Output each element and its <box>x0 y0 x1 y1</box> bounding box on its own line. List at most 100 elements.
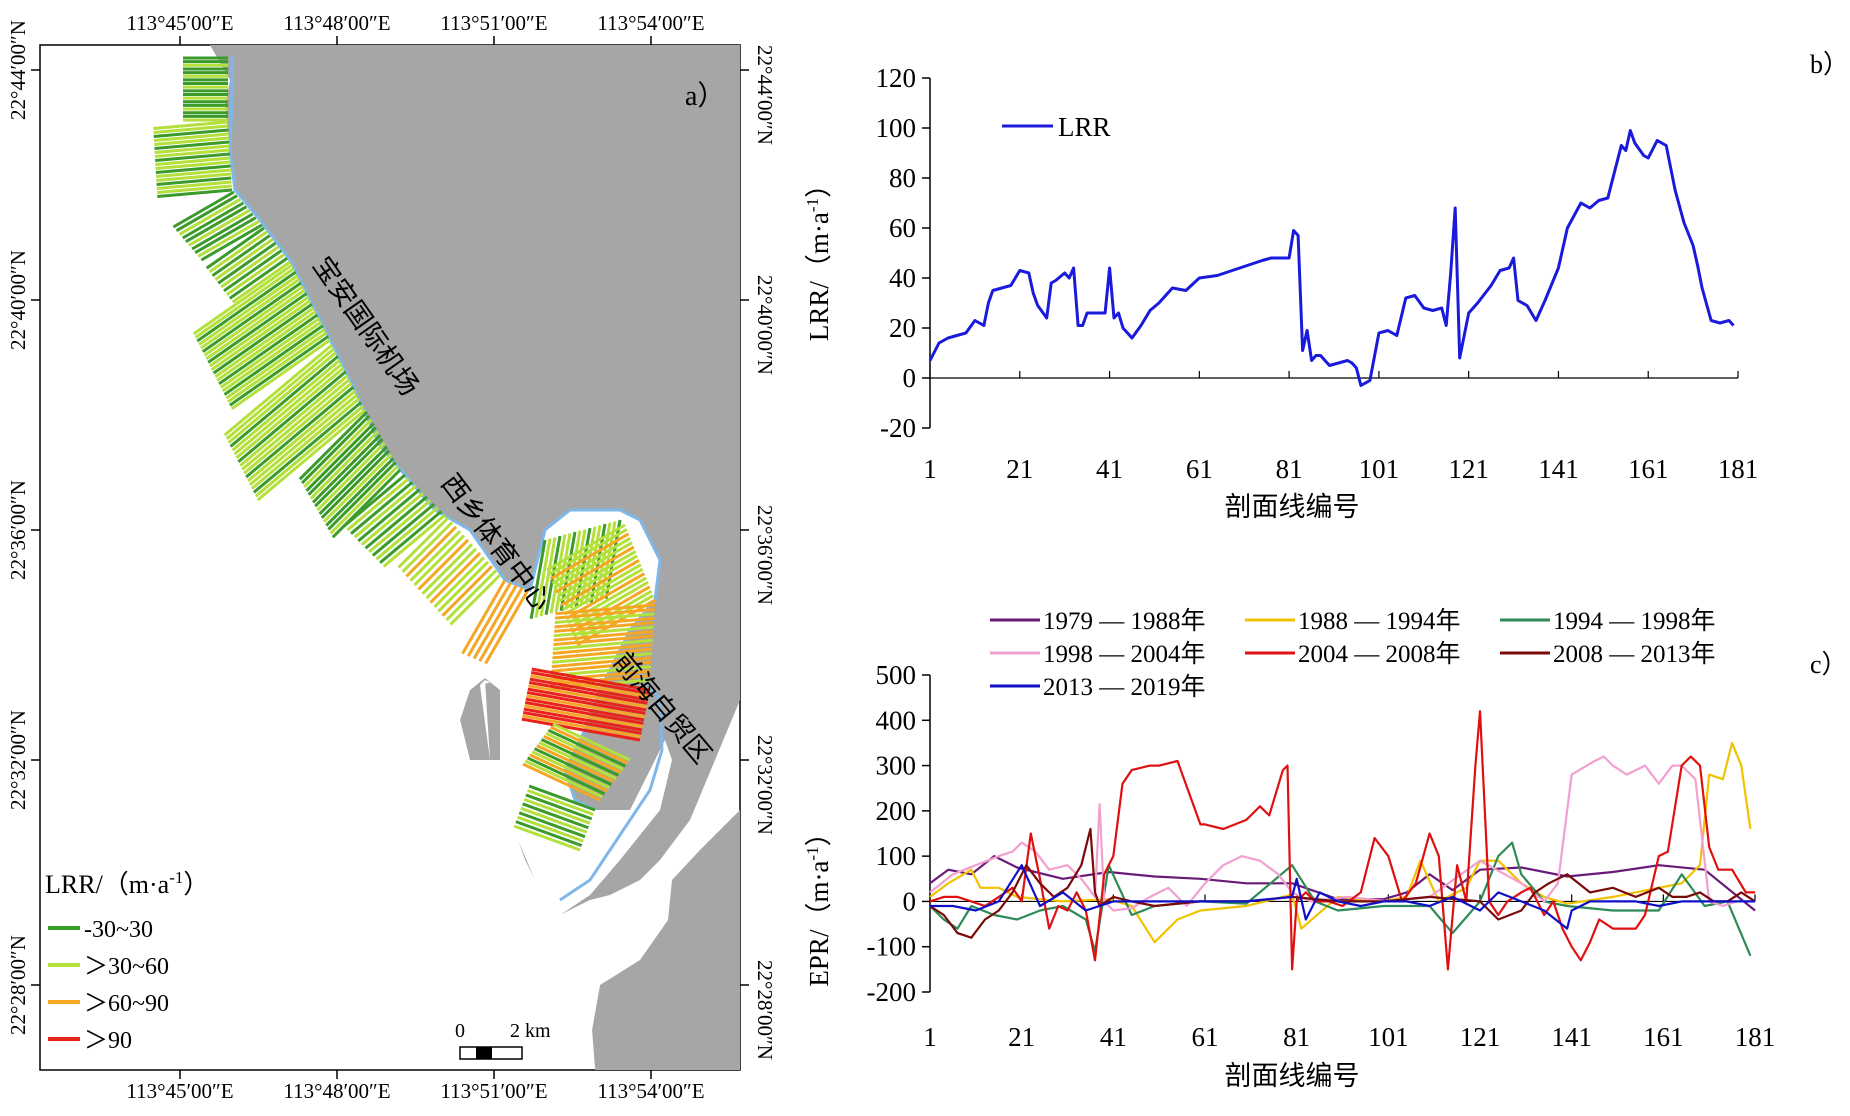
transect <box>554 621 654 633</box>
transect <box>307 426 377 496</box>
lon-label-bottom: 113°54′00″E <box>597 1079 704 1103</box>
transect <box>205 288 306 361</box>
transect <box>554 607 655 620</box>
transect <box>194 267 295 339</box>
transect <box>526 756 606 796</box>
lon-label-bottom: 113°45′00″E <box>126 1079 233 1103</box>
transect <box>318 445 388 516</box>
transect <box>209 295 310 368</box>
transect <box>192 263 293 336</box>
transect <box>555 603 656 616</box>
transect <box>520 806 588 834</box>
transect <box>243 382 353 475</box>
transect <box>309 430 380 500</box>
transect <box>553 634 654 647</box>
y-tick-label: 0 <box>903 886 917 916</box>
y-tick-label: 500 <box>876 660 917 690</box>
transect <box>327 461 397 531</box>
transect <box>552 647 653 660</box>
transect <box>397 516 450 569</box>
transect <box>228 256 288 300</box>
y-tick-label: 100 <box>876 841 917 871</box>
transect <box>533 747 613 786</box>
x-tick-label: 121 <box>1460 1022 1501 1052</box>
legend-label-3: ＞90 <box>84 1028 132 1054</box>
transect <box>216 310 317 382</box>
transect <box>256 408 366 502</box>
transect <box>527 687 647 712</box>
transect <box>218 313 319 386</box>
chart-epr: c） EPR/（m·a-1） 剖面线编号 1979 — 1988年 1988 —… <box>803 607 1848 1092</box>
map-legend: LRR/（m·a-1） -30~30 ＞30~60 ＞60~90 ＞90 <box>45 868 209 1054</box>
transect <box>233 362 343 456</box>
transect <box>525 697 645 722</box>
x-tick-label: 61 <box>1192 1022 1219 1052</box>
transect <box>371 502 436 557</box>
transect <box>214 238 274 281</box>
transect <box>528 684 647 709</box>
transect <box>223 324 324 396</box>
transect <box>229 335 330 407</box>
x-tick-label: 101 <box>1368 1022 1409 1052</box>
transect <box>549 532 630 581</box>
transect <box>254 405 365 498</box>
transect <box>560 558 640 607</box>
transect <box>523 797 591 825</box>
transect <box>529 539 547 620</box>
transect <box>563 567 644 616</box>
transect <box>524 759 603 799</box>
transect <box>155 164 231 175</box>
x-tick-label: 21 <box>1006 454 1033 484</box>
transect <box>368 499 432 554</box>
transect <box>194 216 257 254</box>
transect <box>353 484 417 539</box>
transect <box>546 523 626 572</box>
chart-b-legend: LRR <box>1002 112 1111 142</box>
chart-b-ylabel: LRR/（m·a-1） <box>803 171 834 341</box>
y-tick-label: 60 <box>889 213 916 243</box>
transect <box>325 457 395 527</box>
lat-label-right: 22°32′00″N <box>753 735 777 835</box>
transect <box>153 128 229 139</box>
transect <box>375 506 439 561</box>
transect <box>525 793 593 821</box>
transect <box>551 536 632 585</box>
transect <box>478 586 524 662</box>
transect <box>185 205 248 243</box>
transect <box>545 731 624 771</box>
x-tick-label: 101 <box>1359 454 1400 484</box>
transect <box>196 270 297 343</box>
transect <box>540 738 620 777</box>
transect <box>221 320 322 393</box>
legend-label: 1994 — 1998年 <box>1553 607 1716 635</box>
series-line-5 <box>929 827 1756 939</box>
transect <box>526 691 646 715</box>
lat-label-right: 22°28′00″N <box>753 960 777 1060</box>
transect <box>252 401 363 494</box>
transect <box>401 521 454 573</box>
transect <box>217 241 277 285</box>
map-panel: 113°45′00″E 113°48′00″E 113°51′00″E 113°… <box>6 11 777 1103</box>
transect <box>322 453 393 523</box>
transect <box>320 449 391 519</box>
transect <box>220 245 280 289</box>
transect <box>562 563 642 612</box>
legend-label-2: ＞60~90 <box>84 991 169 1017</box>
transect <box>558 554 639 603</box>
transect <box>298 410 369 481</box>
transect <box>350 481 414 535</box>
legend-label: 1988 — 1994年 <box>1298 607 1461 635</box>
x-tick-label: 41 <box>1096 454 1123 484</box>
series-line-1 <box>929 741 1752 944</box>
lon-label-bottom: 113°48′00″E <box>283 1079 390 1103</box>
transect <box>156 184 232 195</box>
transect <box>528 784 596 812</box>
transect <box>528 681 648 705</box>
transect <box>522 802 589 830</box>
transect <box>526 694 645 719</box>
transect <box>153 132 229 143</box>
transect <box>553 625 654 638</box>
transect <box>247 389 357 483</box>
transect <box>547 728 627 768</box>
